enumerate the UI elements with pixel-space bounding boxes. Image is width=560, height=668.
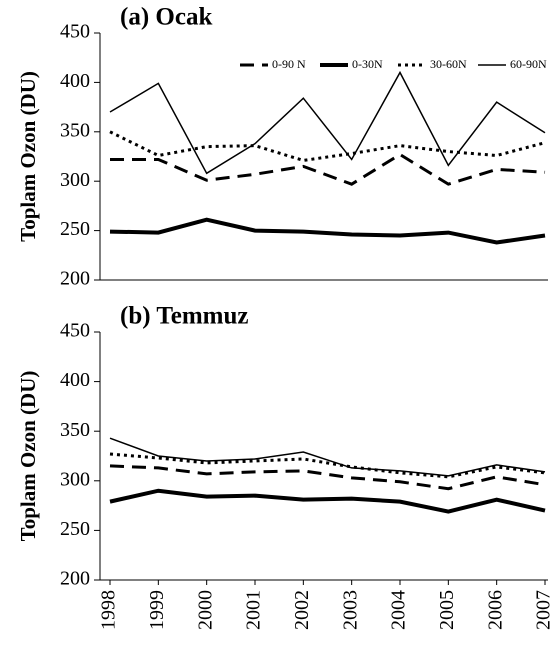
y-tick-label: 300 [60,169,90,191]
y-tick-label: 400 [60,70,90,92]
x-tick-label: 2002 [291,590,313,630]
y-tick-label: 250 [60,518,90,540]
y-tick-label: 200 [60,568,90,590]
x-tick-label: 2006 [484,590,506,630]
x-tick-label: 1999 [146,590,168,630]
legend-label: 0-30N [352,57,383,71]
x-tick-label: 2001 [243,590,265,630]
line-series [109,452,546,479]
y-axis-label: Toplam Ozon (DU) [16,71,40,242]
x-tick-label: 1998 [98,590,120,630]
line-series [109,488,546,514]
line-series [110,152,546,186]
line-series [109,437,546,477]
x-tick-label: 2000 [194,590,216,630]
legend-label: 0-90 N [272,57,306,71]
y-tick-label: 350 [60,419,90,441]
y-tick-label: 350 [60,119,90,141]
y-axis-label: Toplam Ozon (DU) [16,371,40,542]
y-tick-label: 450 [60,21,90,43]
chart-title: (b) Temmuz [120,303,248,330]
legend-label: 60-90N [510,57,547,71]
x-tick-label: 2004 [388,590,410,630]
line-series [109,464,546,491]
y-tick-label: 450 [60,320,90,342]
x-tick-label: 2003 [339,590,361,630]
legend-label: 30-60N [430,57,467,71]
y-tick-label: 300 [60,468,90,490]
y-tick-label: 200 [60,268,90,290]
x-tick-label: 2005 [436,590,458,630]
line-series [109,217,546,245]
y-tick-label: 250 [60,218,90,240]
y-tick-label: 400 [60,369,90,391]
line-series [109,70,546,175]
line-series [109,130,546,162]
chart-title: (a) Ocak [120,4,212,31]
x-tick-label: 2007 [533,590,555,630]
